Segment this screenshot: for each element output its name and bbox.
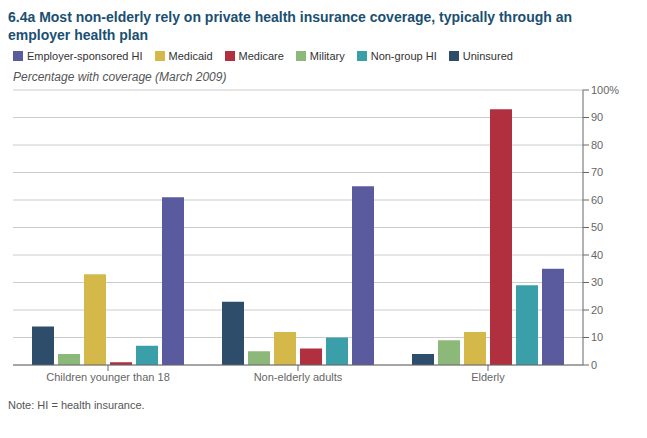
- html-text:Employer-sponsored HI: Employer-sponsored HI: [27, 50, 143, 62]
- svg-text:100%: 100%: [591, 84, 619, 96]
- svg-text:20: 20: [591, 304, 603, 316]
- svg-text:70: 70: [591, 166, 603, 178]
- html-text:Note: HI = health insurance.: Note: HI = health insurance.: [8, 399, 145, 411]
- svg-text:30: 30: [591, 276, 603, 288]
- svg-text:10: 10: [591, 331, 603, 343]
- svg-text:90: 90: [591, 111, 603, 123]
- svg-text:0: 0: [591, 359, 597, 371]
- svg-text:60: 60: [591, 194, 603, 206]
- svg-text:40: 40: [591, 249, 603, 261]
- html-text:Medicare: Medicare: [238, 50, 284, 62]
- svg-text:50: 50: [591, 221, 603, 233]
- html-text:Uninsured: Uninsured: [462, 50, 513, 62]
- html-text:Non-group HI: Non-group HI: [370, 50, 437, 62]
- svg-text:80: 80: [591, 139, 603, 151]
- svg-text:Non-elderly adults: Non-elderly adults: [254, 371, 343, 383]
- html-text:Percentage with coverage (Marc: Percentage with coverage (March 2009): [13, 70, 227, 84]
- svg-text:Elderly: Elderly: [471, 371, 505, 383]
- svg-text:Children younger than 18: Children younger than 18: [46, 371, 170, 383]
- html-text:Military: Military: [309, 50, 345, 62]
- html-text:6.4a Most non-elderly rely on: 6.4a Most non-elderly rely on private he…: [8, 9, 572, 43]
- html-text:Medicaid: Medicaid: [168, 50, 213, 62]
